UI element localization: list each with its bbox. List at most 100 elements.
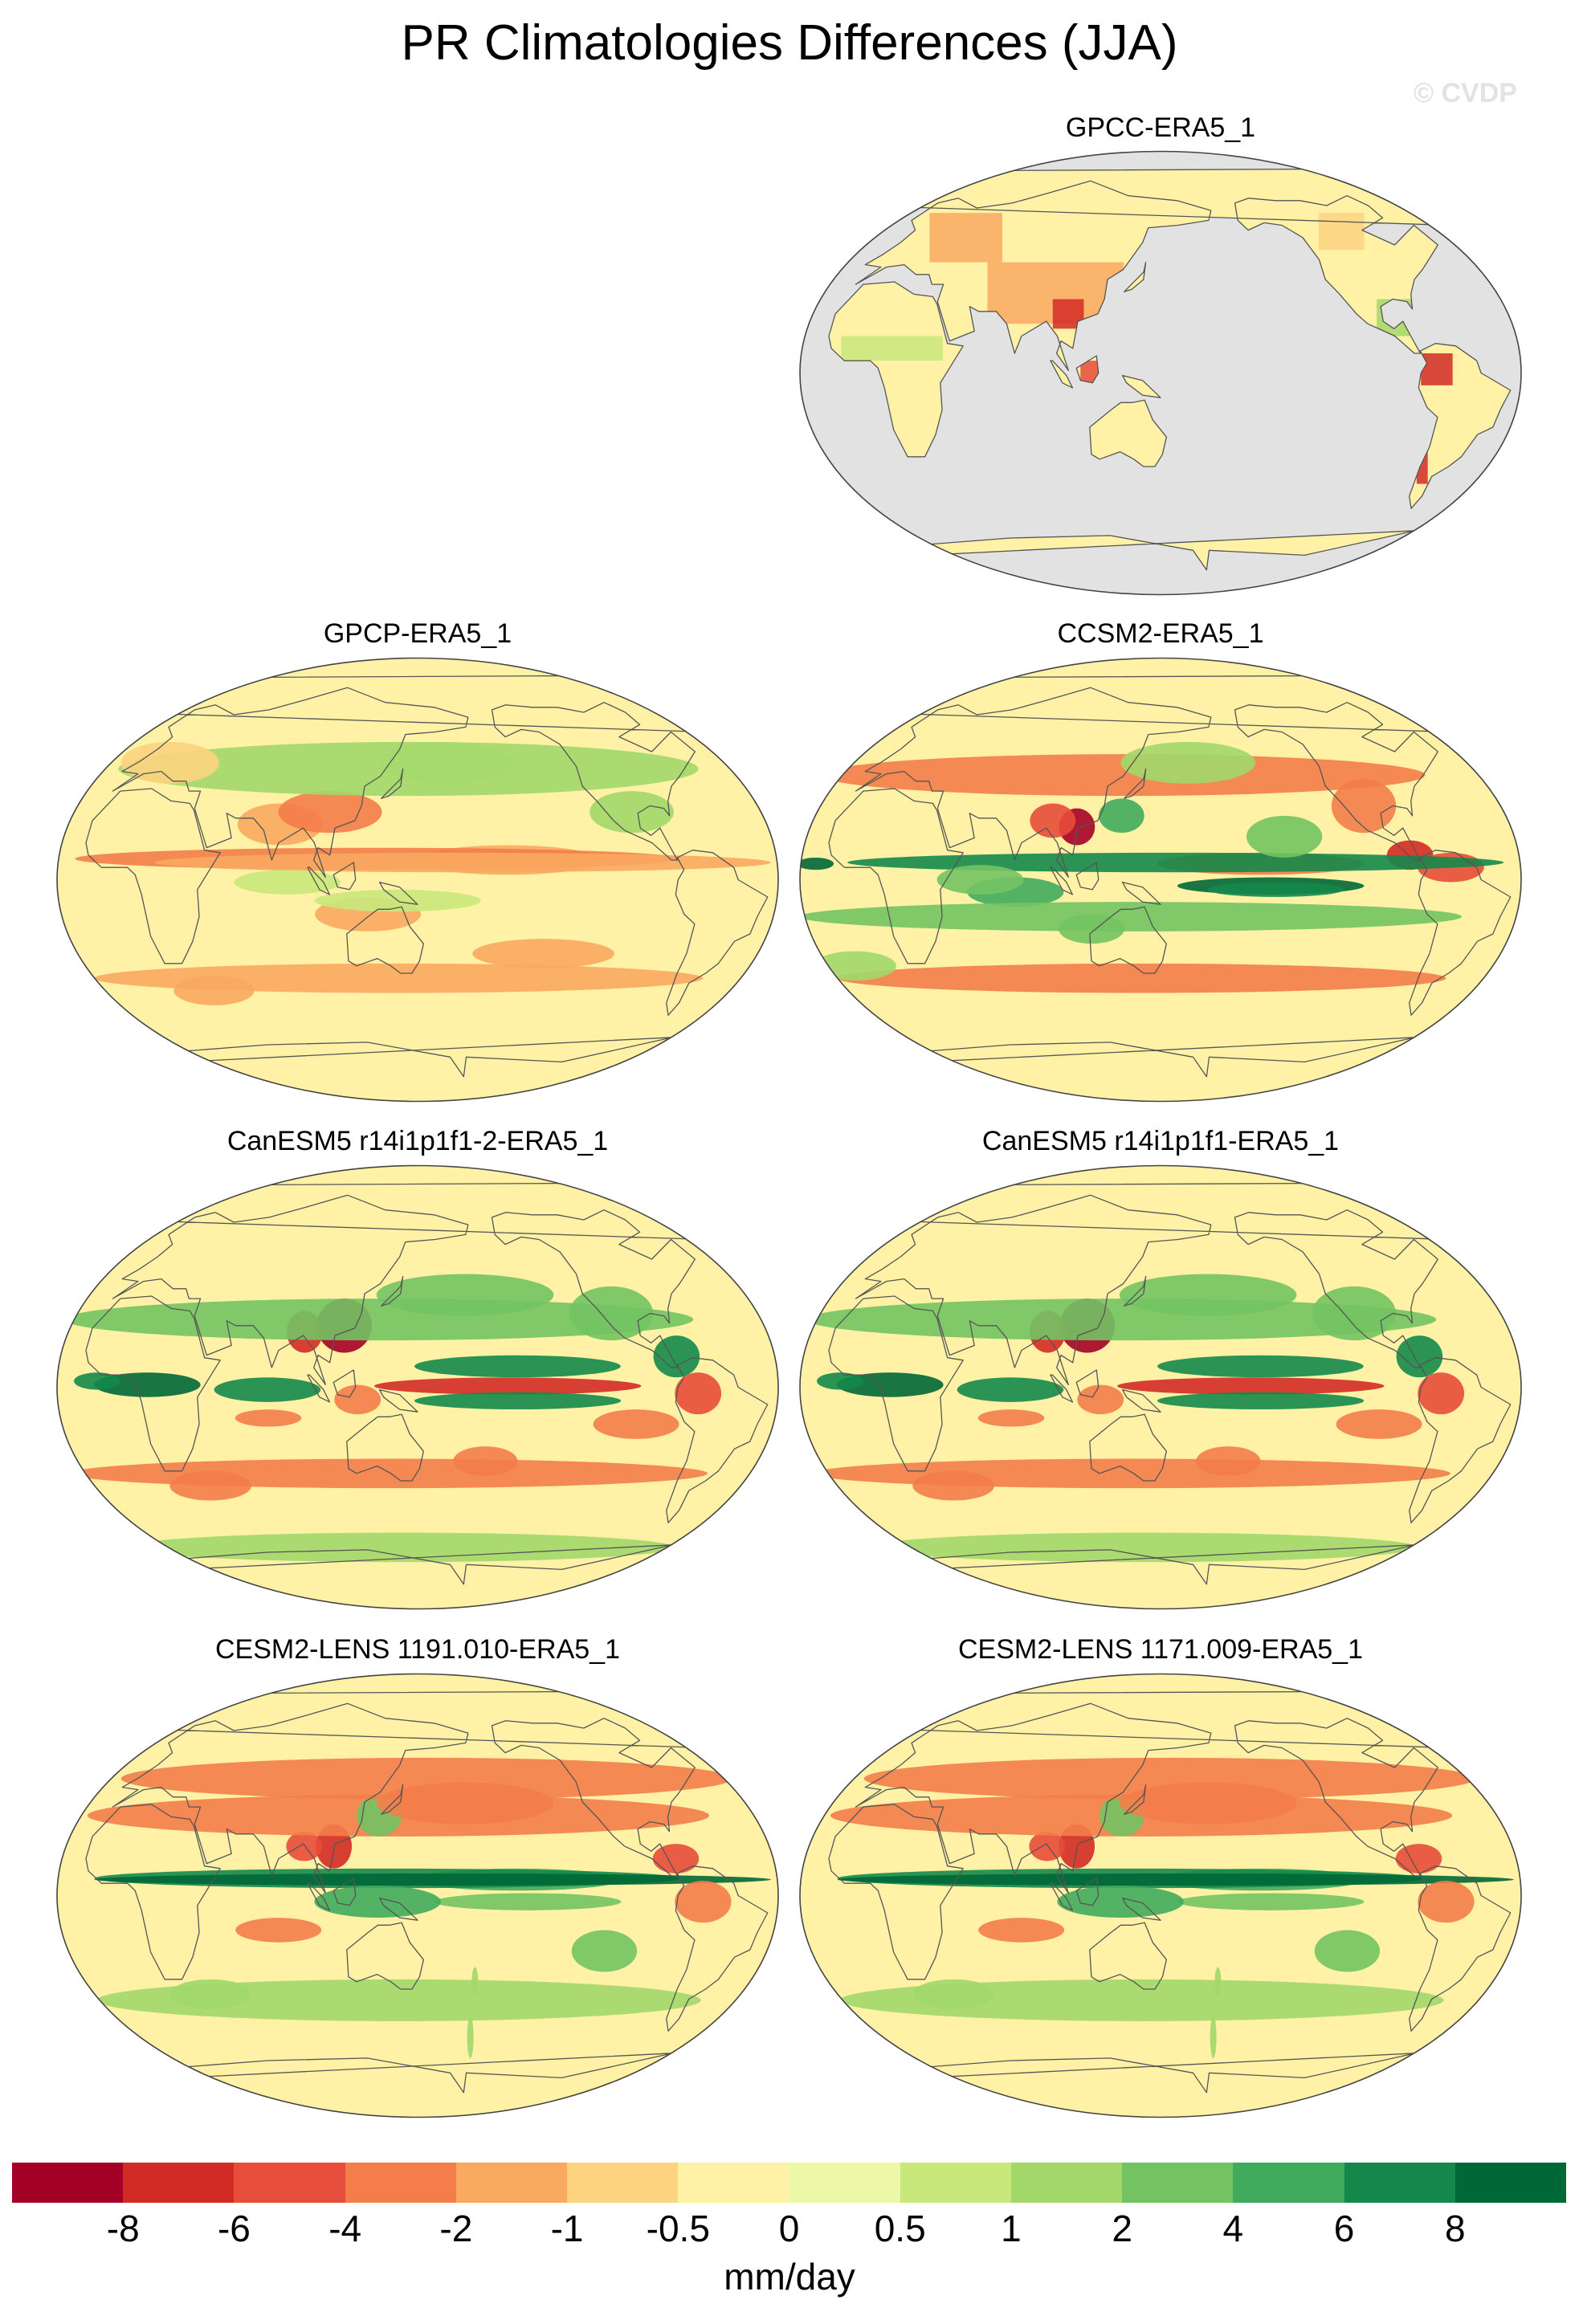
precip-anomaly-band [978,1918,1065,1943]
colorbar-segment [234,2163,346,2203]
colorbar-segment [1233,2163,1345,2203]
precip-anomaly-band [1331,778,1397,834]
precip-anomaly-band [169,1470,252,1501]
precip-anomaly-band [813,1458,1450,1489]
precip-anomaly-band [70,1458,708,1489]
precip-anomaly-band [813,951,896,981]
precip-anomaly-band [1421,353,1453,385]
precip-anomaly-band [118,741,699,797]
precip-anomaly-band [841,336,943,361]
colorbar-tick-label: -1 [550,2208,584,2249]
precip-anomaly-band [214,1377,321,1402]
precip-anomaly-band [1177,1893,1365,1910]
precip-anomaly-band [800,857,834,870]
precip-anomaly-band [870,1532,1418,1563]
panel-title-ccsm2: CCSM2-ERA5_1 [1057,618,1264,649]
map-border [56,657,779,1103]
precip-anomaly-band [936,865,1024,895]
precip-anomaly-band [94,1873,771,1886]
precip-anomaly-band [1336,1409,1422,1439]
precip-anomaly-band [414,1392,622,1410]
map-border [799,1164,1522,1610]
precip-anomaly-band [414,1355,621,1378]
map-gpcc [799,150,1522,596]
panel-title-gpcc: GPCC-ERA5_1 [1065,112,1256,143]
precip-anomaly-band [453,1446,518,1476]
colorbar-tick-label: -4 [328,2208,362,2249]
colorbar-tick-label: 8 [1444,2208,1466,2249]
colorbar-tick-label: -2 [439,2208,473,2249]
map-border [799,657,1522,1103]
colorbar-segment [678,2163,790,2203]
map-canesm5-1 [799,1164,1522,1610]
precip-anomaly-band [173,976,255,1005]
precip-anomaly-band [434,1893,622,1910]
precip-anomaly-band [863,1757,1476,1800]
precip-anomaly-band [837,963,1446,993]
precip-anomaly-band [334,1384,381,1415]
colorbar [12,2163,1567,2203]
precip-anomaly-band [836,1372,944,1397]
precip-anomaly-band [376,1274,554,1316]
precip-anomaly-band [1246,815,1323,858]
colorbar-tick-label: 2 [1112,2208,1132,2249]
map-gpcp [56,657,779,1103]
colorbar-segment [789,2163,901,2203]
coastline [828,1182,1512,1585]
map-border [799,1673,1522,2118]
precip-anomaly-band [1396,1335,1443,1378]
precip-anomaly-band [653,1335,700,1378]
precip-anomaly-band [912,1470,995,1501]
map-cesm2-1171 [799,1673,1522,2118]
colorbar-tick-label: 0.5 [874,2208,926,2249]
precip-anomaly-band [278,791,382,834]
precip-anomaly-band [1418,1372,1465,1415]
precip-anomaly-band [1318,213,1365,251]
precip-anomaly-band [472,939,614,968]
precip-anomaly-band [800,902,1462,932]
coastline [828,1690,1512,2094]
coastline [85,1690,769,2094]
colorbar-segment [900,2163,1012,2203]
precip-anomaly-band [63,1299,694,1341]
precip-anomaly-band [1057,1886,1184,1918]
precip-anomaly-band [1210,2016,1217,2058]
precip-anomaly-band [1117,1377,1385,1395]
precip-anomaly-band [1214,1967,1222,1997]
precip-anomaly-band [590,791,674,834]
precip-anomaly-band [1157,1355,1364,1378]
colorbar-segment [1122,2163,1234,2203]
colorbar-segment [123,2163,235,2203]
precip-anomaly-band [169,1979,252,2009]
precip-anomaly-band [1312,1286,1397,1341]
precip-anomaly-band [467,2016,474,2058]
colorbar-tick-label: -6 [217,2208,251,2249]
precip-anomaly-band [821,754,1426,797]
precip-anomaly-band [154,852,771,873]
precip-anomaly-band [593,1409,679,1439]
precip-anomaly-band [675,1881,732,1923]
colorbar-tick-label: 6 [1333,2208,1355,2249]
precip-anomaly-band [74,1372,120,1390]
coastline [85,1182,769,1585]
precip-anomaly-band [1157,1392,1365,1410]
precip-anomaly-band [817,1372,863,1390]
map-border [56,1673,779,2118]
coastline [85,675,769,1078]
precip-anomaly-band [1119,1274,1297,1316]
colorbar-segment [567,2163,679,2203]
colorbar-segment [1010,2163,1123,2203]
precip-anomaly-band [929,213,1002,263]
map-canesm5-2 [56,1164,779,1610]
precip-anomaly-band [234,870,341,895]
precip-anomaly-band [977,1409,1045,1427]
map-border [56,1164,779,1610]
precip-anomaly-band [235,1409,302,1427]
precip-anomaly-band [471,1967,479,1997]
precip-anomaly-band [235,1918,322,1943]
colorbar-segment [1344,2163,1456,2203]
precip-anomaly-band [569,1286,654,1341]
precip-anomaly-band [652,1844,700,1873]
map-cesm2-1191 [56,1673,779,2118]
precip-anomaly-band [314,1886,441,1918]
